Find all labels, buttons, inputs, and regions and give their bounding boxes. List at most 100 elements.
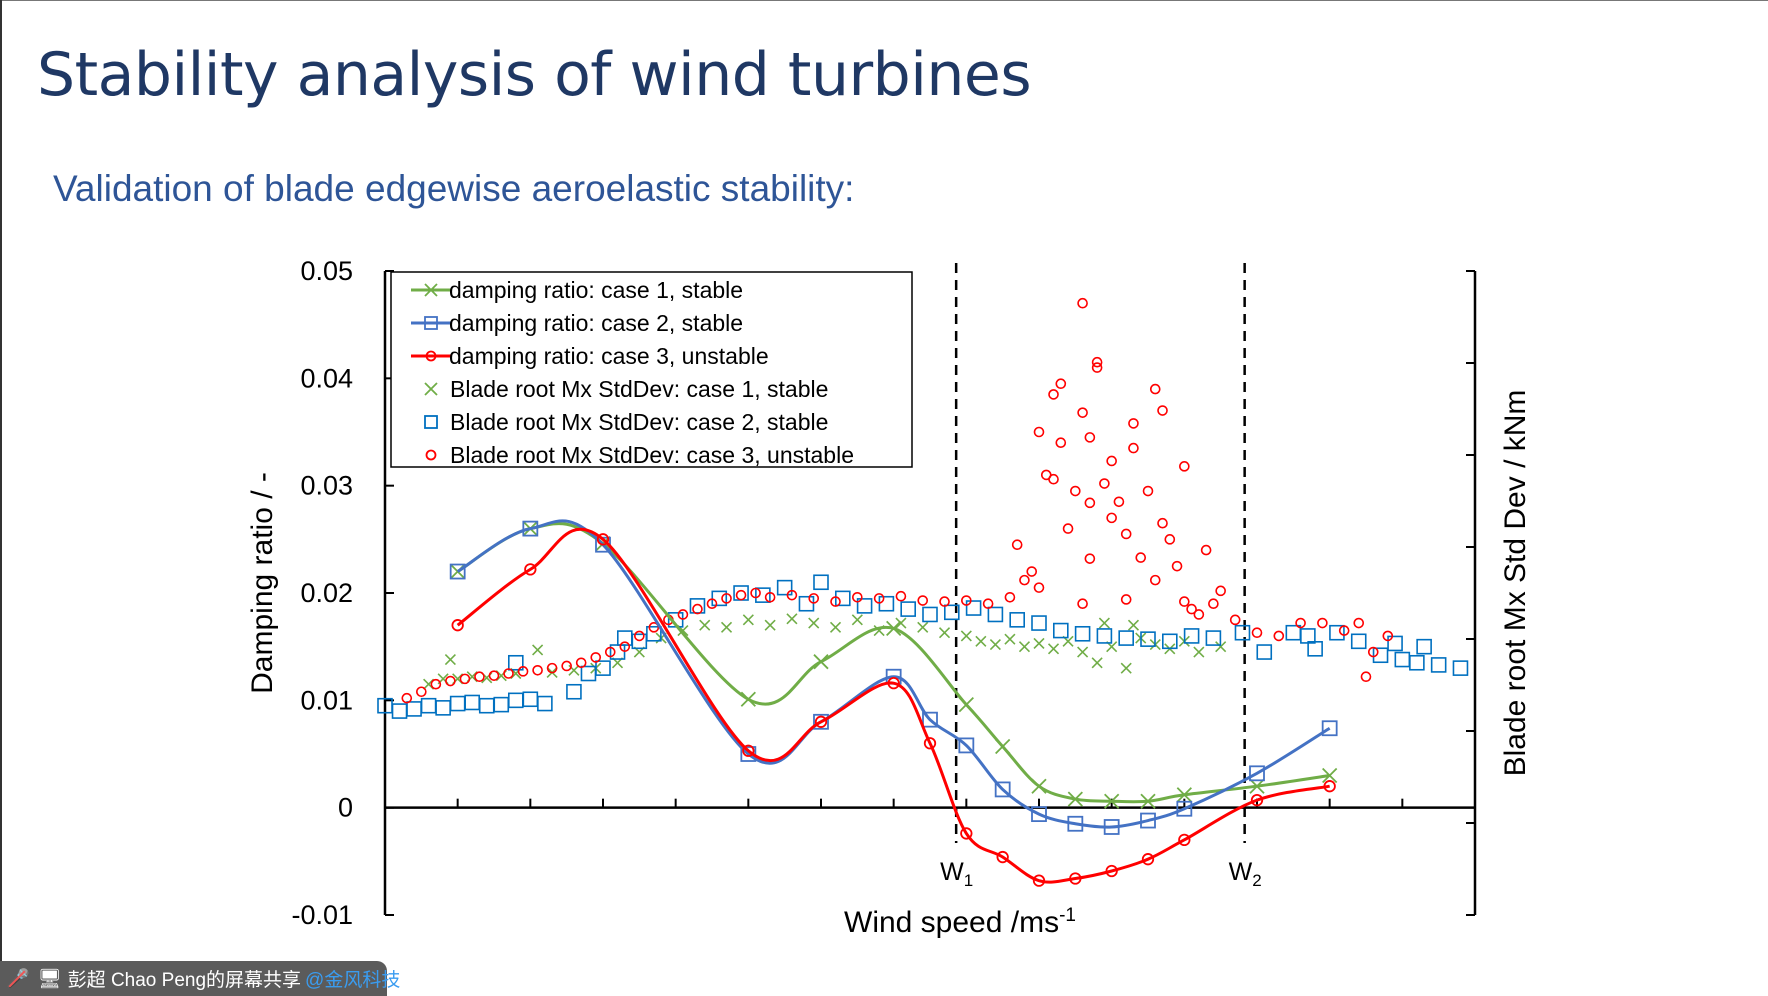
damping-point-case3	[742, 744, 755, 757]
scatter-point-case3	[1062, 523, 1074, 534]
scatter-point-case2	[1329, 624, 1345, 641]
scatter-point-case3	[917, 595, 929, 606]
scatter-point-case2	[1307, 641, 1323, 657]
scatter-point-case1	[1098, 617, 1110, 629]
scatter-point-case3	[961, 595, 972, 606]
scatter-point-case2	[646, 625, 662, 642]
scatter-point-case2	[755, 587, 771, 603]
scatter-point-case3	[1135, 552, 1147, 563]
scatter-point-case3	[1055, 378, 1067, 390]
scatter-point-case2	[834, 590, 851, 607]
damping-point-case3	[814, 715, 828, 728]
scatter-point-case2	[580, 665, 597, 682]
scatter-point-case3	[1019, 574, 1030, 586]
scatter-point-case1	[742, 614, 754, 626]
scatter-point-case2	[1162, 633, 1178, 650]
slide-title: Stability analysis of wind turbines	[37, 40, 1032, 110]
damping-point-case1	[1031, 778, 1047, 794]
scatter-point-case2	[856, 598, 873, 614]
scatter-point-case2	[566, 683, 582, 700]
damping-point-case2	[1103, 819, 1120, 835]
y-tick-label: 0.02	[300, 578, 353, 608]
scatter-point-case3	[1382, 630, 1394, 642]
scatter-point-case1	[444, 653, 456, 666]
legend-entry: Blade root Mx StdDev: case 2, stable	[450, 409, 828, 435]
damping-point-case2	[1031, 806, 1047, 823]
scatter-point-case3	[1367, 646, 1379, 658]
scatter-point-case2	[406, 701, 422, 717]
scatter-point-case3	[1317, 617, 1328, 629]
threshold-label-w2: W2	[1229, 858, 1262, 890]
damping-point-case2	[1067, 815, 1084, 832]
screen-share-icon[interactable]: 🖥	[37, 968, 62, 990]
damping-point-case3	[1250, 794, 1264, 807]
legend-marker	[424, 283, 438, 297]
scatter-point-case1	[808, 617, 820, 629]
scatter-point-case3	[721, 593, 732, 604]
organization-label: @金风科技	[305, 970, 401, 991]
scatter-point-case2	[493, 696, 510, 713]
scatter-point-case3	[604, 646, 616, 658]
scatter-point-case3	[1171, 560, 1183, 572]
scatter-point-case1	[895, 617, 907, 629]
damping-point-case2	[994, 781, 1011, 798]
mic-muted-icon[interactable]: 🎤	[6, 968, 30, 990]
scatter-point-case2	[616, 630, 633, 646]
scatter-point-case1	[1018, 641, 1031, 653]
damping-point-case3	[524, 563, 537, 576]
scatter-point-case3	[1186, 603, 1197, 615]
scatter-point-case2	[1053, 622, 1069, 639]
scatter-point-case3	[1106, 512, 1117, 524]
damping-point-case2	[449, 563, 466, 580]
legend-marker	[424, 382, 438, 396]
scatter-point-case3	[1026, 566, 1038, 577]
scatter-point-case2	[435, 700, 451, 716]
damping-point-case3	[451, 619, 464, 632]
scatter-point-case1	[764, 619, 776, 631]
scatter-point-case3	[1077, 598, 1088, 610]
y-tick-label: -0.01	[291, 900, 353, 930]
scatter-point-case3	[830, 596, 841, 607]
scatter-point-case3	[1120, 594, 1132, 605]
legend-box	[390, 271, 913, 468]
scatter-point-case3	[735, 589, 747, 601]
damping-point-case2	[1140, 812, 1156, 829]
scatter-point-case2	[1096, 628, 1113, 644]
scatter-point-case3	[982, 598, 994, 610]
damping-point-case1	[995, 738, 1011, 755]
scatter-point-case1	[851, 614, 863, 626]
scatter-point-case2	[391, 703, 408, 719]
scatter-point-case3	[1048, 389, 1059, 400]
scatter-point-case3	[1157, 405, 1168, 416]
damping-point-case1	[1140, 793, 1156, 809]
damping-point-case2	[1321, 720, 1338, 737]
damping-point-case1	[1067, 791, 1083, 807]
scatter-point-case2	[1256, 644, 1273, 660]
scatter-point-case3	[852, 591, 863, 603]
scatter-point-case2	[1031, 615, 1047, 631]
damping-point-case3	[1032, 874, 1046, 887]
scatter-point-case1	[1120, 662, 1132, 674]
scatter-point-case2	[449, 695, 466, 712]
scatter-point-case3	[1128, 442, 1139, 454]
scatter-point-case2	[537, 695, 553, 712]
scatter-point-case3	[677, 609, 689, 620]
legend-entry: Blade root Mx StdDev: case 1, stable	[450, 376, 828, 402]
scatter-point-case3	[1011, 539, 1023, 551]
scatter-point-case1	[1077, 646, 1089, 658]
legend-entry: damping ratio: case 3, unstable	[449, 343, 769, 369]
scatter-point-case3	[1215, 585, 1226, 597]
scatter-point-case3	[401, 692, 413, 704]
scatter-point-case2	[1234, 624, 1251, 641]
scatter-point-case1	[532, 644, 544, 656]
scatter-point-case2	[1074, 625, 1091, 642]
scatter-point-case2	[900, 601, 917, 617]
scatter-point-case3	[1033, 426, 1045, 438]
scatter-point-case3	[430, 678, 442, 690]
scatter-point-case3	[873, 593, 885, 604]
scatter-point-case3	[895, 590, 907, 602]
damping-point-case3	[596, 533, 610, 546]
screen-share-bar[interactable]: 🎤 🖥 彭超 Chao Peng的屏幕共享 @金风科技	[0, 961, 400, 996]
scatter-point-case3	[1251, 627, 1263, 639]
scatter-point-case3	[1099, 478, 1110, 489]
